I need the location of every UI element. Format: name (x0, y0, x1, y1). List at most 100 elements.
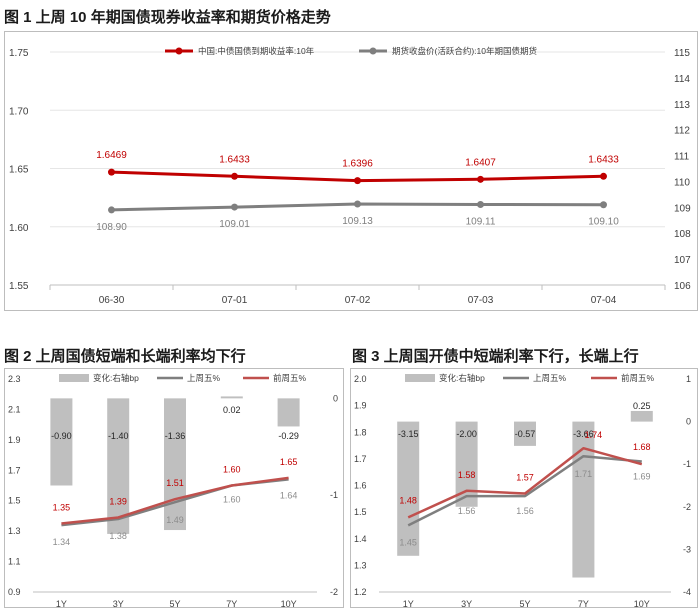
left-axis-tick: 1.65 (9, 165, 29, 176)
change-bar (397, 421, 420, 556)
left-axis-tick: 1.55 (9, 281, 29, 292)
series-2-data-label: 1.39 (109, 496, 127, 506)
series-1-data-label: 1.6433 (219, 154, 250, 165)
left-axis-tick: 1.3 (8, 526, 21, 536)
right-axis-tick: 109 (674, 203, 691, 214)
left-axis-tick: 0.9 (8, 587, 21, 597)
series-2-data-label: 109.11 (466, 216, 496, 227)
left-axis-tick: 1.1 (8, 557, 21, 567)
series-1-data-label: 1.69 (633, 472, 651, 482)
right-axis-tick: 111 (674, 152, 690, 163)
x-axis-label: 5Y (519, 599, 530, 607)
series-1-data-label: 1.6469 (96, 150, 127, 161)
change-bar (277, 398, 300, 427)
left-axis-tick: 1.4 (354, 534, 367, 544)
change-bar (455, 421, 478, 507)
series-1-data-label: 1.60 (223, 495, 241, 505)
x-axis-label: 3Y (113, 599, 124, 607)
figure3-panel: 1.2 1.3 1.4 1.5 1.6 1.7 1.8 1.9 2.0 -4 -3 -2 -1 0 1 1Y 3… (350, 368, 698, 608)
series-1-data-label: 1.64 (280, 490, 298, 500)
right-axis-tick: 106 (674, 281, 691, 292)
legend-label-1: 中国:中债国债到期收益率:10年 (198, 46, 315, 56)
right-axis-tick: -4 (683, 587, 691, 597)
x-axis-label: 7Y (226, 599, 237, 607)
x-axis-label: 07-01 (222, 295, 248, 306)
right-axis-tick: 113 (674, 100, 690, 111)
left-axis-tick: 1.60 (9, 223, 29, 234)
figure1-line-chart: 1.55 1.60 1.65 1.70 1.75 106 107 108 109 110 111 11… (9, 46, 691, 306)
bar-data-label: -1.40 (108, 431, 129, 441)
legend-bar-label: 变化:右轴bp (439, 373, 485, 383)
bar-data-label: -0.90 (51, 431, 72, 441)
right-axis-tick: 0 (686, 417, 691, 427)
right-axis-tick: 114 (674, 74, 690, 85)
series-2-point (477, 200, 484, 208)
series-line-1 (407, 454, 642, 527)
left-axis-tick: 1.9 (8, 435, 21, 445)
series-2-data-label: 108.90 (96, 222, 127, 233)
series-2-point (231, 203, 238, 211)
change-bar (630, 410, 653, 422)
right-axis-tick: -2 (330, 587, 338, 597)
right-axis-tick: -2 (683, 502, 691, 512)
change-bar (220, 396, 243, 399)
series-2-data-label: 1.74 (585, 430, 603, 440)
left-axis-tick: 1.7 (354, 454, 367, 464)
left-axis-tick: 1.75 (9, 48, 29, 59)
change-bar (164, 398, 186, 531)
left-axis-tick: 1.9 (354, 401, 367, 411)
series-2-data-label: 1.68 (633, 442, 651, 452)
left-axis-tick: 1.5 (8, 496, 21, 506)
left-axis-tick: 1.6 (354, 481, 367, 491)
legend-line-label-1: 上周五% (187, 373, 221, 383)
series-1-point (600, 172, 607, 180)
legend-marker-1 (175, 47, 183, 55)
legend-label-2: 期货收盘价(活跃合约):10年期国债期货 (392, 46, 537, 56)
figure2-panel: 0.9 1.1 1.3 1.5 1.7 1.9 2.1 2.3 -2 -1 0 1Y 3Y 5Y 7Y 10Y… (4, 368, 344, 608)
figure1-panel: 1.55 1.60 1.65 1.70 1.75 106 107 108 109 110 111 11… (4, 31, 698, 311)
change-bar (50, 398, 73, 486)
series-2-data-label: 109.01 (219, 219, 250, 230)
left-axis-tick: 2.3 (8, 374, 21, 384)
bar-data-label: -3.66 (573, 429, 594, 439)
series-1-data-label: 1.38 (109, 531, 127, 541)
bar-data-label: -2.00 (456, 429, 477, 439)
x-axis-label: 07-04 (591, 295, 617, 306)
legend-line-label-2: 前周五% (273, 373, 307, 383)
x-axis-label: 3Y (461, 599, 472, 607)
left-axis-tick: 2.1 (8, 404, 21, 414)
change-bar (514, 421, 536, 446)
figure3-combo-chart: 1.2 1.3 1.4 1.5 1.6 1.7 1.8 1.9 2.0 -4 -3 -2 -1 0 1 1Y 3… (354, 373, 691, 607)
series-2-point (354, 200, 361, 208)
right-axis-tick: -1 (330, 490, 338, 500)
series-2-data-label: 109.10 (588, 217, 619, 228)
figure1-title: 图 1 上周 10 年期国债现券收益率和期货价格走势 (4, 9, 331, 26)
x-axis-label: 1Y (56, 599, 67, 607)
left-axis-tick: 1.7 (8, 465, 21, 475)
legend-bar-swatch (405, 374, 435, 382)
series-1-point (108, 168, 115, 176)
series-1-point (231, 172, 238, 180)
series-2-data-label: 1.57 (516, 472, 534, 482)
legend-marker-2 (369, 47, 377, 55)
series-2-data-label: 1.51 (166, 478, 184, 488)
left-axis-tick: 1.5 (354, 507, 367, 517)
x-axis-label: 7Y (578, 599, 589, 607)
series-1-data-label: 1.6433 (588, 154, 619, 165)
series-line-2 (407, 446, 643, 519)
legend-bar-swatch (59, 374, 89, 382)
right-axis-tick: 107 (674, 255, 691, 266)
series-2-data-label: 1.60 (223, 465, 241, 475)
bar-data-label: -0.29 (278, 431, 299, 441)
x-axis-label: 10Y (281, 599, 297, 607)
right-axis-tick: -1 (683, 459, 691, 469)
series-1-data-label: 1.49 (166, 515, 184, 525)
series-line-2 (61, 476, 289, 525)
figure2-combo-chart: 0.9 1.1 1.3 1.5 1.7 1.9 2.1 2.3 -2 -1 0 1Y 3Y 5Y 7Y 10Y… (8, 373, 338, 607)
legend-bar-label: 变化:右轴bp (93, 373, 139, 383)
series-1-data-label: 1.56 (458, 506, 476, 516)
series-1-data-label: 1.71 (575, 469, 593, 479)
right-axis-tick: -3 (683, 544, 691, 554)
x-axis-label: 10Y (634, 599, 650, 607)
series-2-data-label: 1.58 (458, 470, 476, 480)
